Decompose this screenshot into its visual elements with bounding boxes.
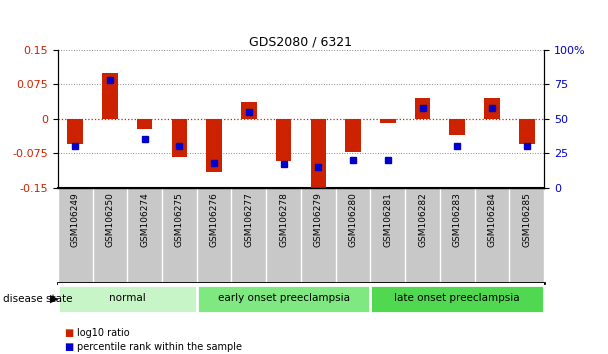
- Text: GSM106282: GSM106282: [418, 193, 427, 247]
- Text: GSM106277: GSM106277: [244, 193, 254, 247]
- Bar: [67, 119, 83, 144]
- Text: GSM106281: GSM106281: [383, 193, 392, 247]
- Bar: [345, 119, 361, 152]
- Bar: [58, 285, 197, 314]
- Text: ■: ■: [64, 342, 73, 352]
- Text: GSM106250: GSM106250: [105, 193, 114, 247]
- Bar: [102, 73, 118, 119]
- Text: GSM106276: GSM106276: [210, 193, 219, 247]
- Text: ▶: ▶: [50, 294, 59, 304]
- Text: GSM106280: GSM106280: [348, 193, 358, 247]
- Bar: [311, 119, 326, 190]
- Text: early onset preeclampsia: early onset preeclampsia: [218, 293, 350, 303]
- Text: GSM106278: GSM106278: [279, 193, 288, 247]
- Text: GSM106283: GSM106283: [453, 193, 462, 247]
- Bar: [241, 103, 257, 119]
- Bar: [380, 119, 396, 123]
- Text: normal: normal: [109, 293, 146, 303]
- Text: GSM106285: GSM106285: [522, 193, 531, 247]
- Text: log10 ratio: log10 ratio: [77, 328, 130, 338]
- Bar: [197, 285, 370, 314]
- Text: GSM106284: GSM106284: [488, 193, 497, 247]
- Text: disease state: disease state: [3, 294, 72, 304]
- Text: GSM106279: GSM106279: [314, 193, 323, 247]
- Bar: [206, 119, 222, 172]
- Bar: [276, 119, 291, 161]
- Text: GSM106274: GSM106274: [140, 193, 149, 247]
- Text: ■: ■: [64, 328, 73, 338]
- Text: late onset preeclampsia: late onset preeclampsia: [395, 293, 520, 303]
- Text: GSM106249: GSM106249: [71, 193, 80, 247]
- Bar: [449, 119, 465, 135]
- Bar: [484, 98, 500, 119]
- Text: GSM106275: GSM106275: [175, 193, 184, 247]
- Text: percentile rank within the sample: percentile rank within the sample: [77, 342, 242, 352]
- Bar: [519, 119, 534, 144]
- Bar: [171, 119, 187, 157]
- Bar: [370, 285, 544, 314]
- Bar: [415, 98, 430, 119]
- Title: GDS2080 / 6321: GDS2080 / 6321: [249, 35, 353, 48]
- Bar: [137, 119, 153, 129]
